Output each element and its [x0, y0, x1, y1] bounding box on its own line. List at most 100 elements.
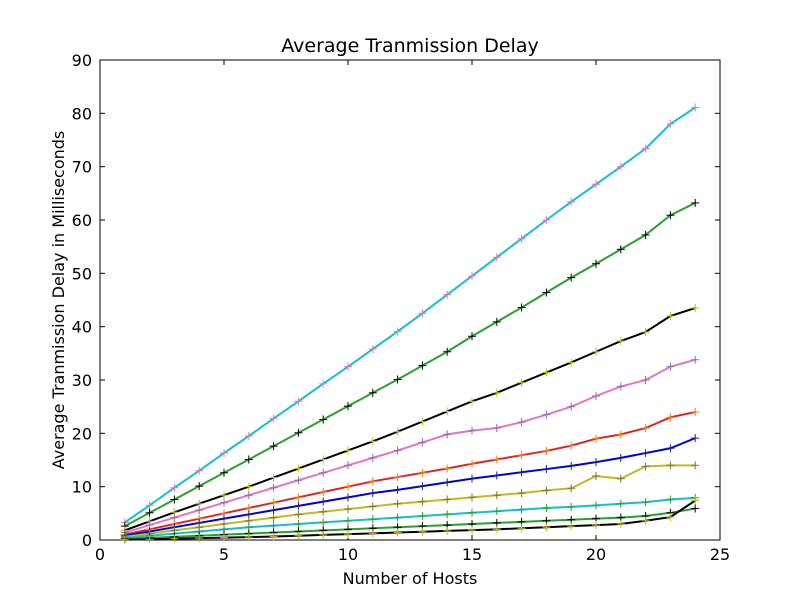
data-point [592, 392, 600, 400]
series-7 [120, 461, 700, 541]
x-tick-label: 10 [338, 545, 358, 564]
data-point [269, 513, 278, 522]
data-point [368, 515, 377, 524]
data-point [666, 513, 675, 522]
data-point [641, 462, 650, 471]
series-line [124, 202, 696, 528]
series-line [124, 496, 696, 539]
data-point [542, 446, 551, 455]
data-point [592, 180, 600, 189]
data-point [418, 438, 427, 447]
data-point [269, 483, 278, 492]
data-point [567, 502, 576, 511]
y-tick-label: 50 [72, 264, 92, 283]
data-point [641, 376, 650, 384]
data-point [616, 474, 625, 483]
data-point [344, 493, 352, 502]
data-point [120, 535, 129, 544]
y-axis: 0 10 20 30 40 50 60 70 80 90 [72, 51, 720, 550]
data-point [691, 496, 700, 505]
data-point [145, 508, 154, 517]
data-point [641, 230, 650, 239]
x-tick-label: 25 [710, 545, 730, 564]
data-point [244, 533, 253, 542]
plot-frame [99, 59, 721, 541]
data-point [344, 530, 352, 539]
series-line [124, 464, 696, 538]
data-point [418, 497, 427, 506]
data-point [666, 120, 675, 128]
data-point [666, 211, 675, 220]
data-point [418, 527, 427, 536]
data-point [592, 347, 600, 356]
data-point [220, 449, 228, 458]
chart-title: Average Tranmission Delay [281, 35, 538, 57]
data-point [641, 516, 650, 525]
x-tick-label: 20 [586, 545, 606, 564]
data-point [269, 506, 278, 515]
data-point [269, 498, 278, 507]
data-point [616, 337, 625, 346]
data-point [567, 484, 576, 493]
data-point [468, 272, 476, 280]
data-point [344, 516, 352, 525]
data-point [592, 501, 600, 510]
data-point [616, 382, 625, 391]
data-point [418, 309, 427, 318]
data-point [170, 483, 179, 492]
data-point [170, 495, 179, 504]
data-point [319, 455, 328, 464]
data-point [468, 426, 476, 435]
data-point [244, 482, 253, 491]
y-tick-label: 20 [72, 424, 92, 443]
data-point [418, 417, 427, 426]
data-point [517, 378, 526, 387]
data-point [567, 522, 576, 531]
series-2 [120, 198, 700, 531]
series-line [124, 411, 696, 536]
y-tick-label: 70 [72, 158, 92, 177]
data-point [616, 453, 625, 462]
data-point [195, 506, 204, 515]
data-point [294, 428, 303, 437]
y-tick-label: 90 [72, 51, 92, 70]
data-point [368, 529, 377, 538]
series-6 [120, 434, 700, 540]
data-point [443, 478, 452, 487]
data-point [567, 461, 576, 470]
data-point [641, 328, 650, 336]
data-point [641, 424, 650, 432]
data-point [542, 216, 551, 224]
data-point [691, 408, 700, 416]
y-tick-label: 0 [82, 531, 92, 550]
data-point [393, 473, 402, 482]
data-point [294, 493, 303, 502]
data-point [368, 477, 377, 486]
data-point [691, 103, 700, 112]
data-point [244, 455, 253, 464]
data-point [220, 491, 228, 500]
data-point [542, 523, 551, 532]
data-point [368, 453, 377, 462]
series-5 [120, 408, 700, 539]
data-point [592, 458, 600, 467]
data-point [616, 499, 625, 508]
data-point [641, 144, 650, 153]
data-point [468, 397, 476, 406]
series-line [124, 507, 696, 540]
data-point [592, 259, 600, 268]
data-point [517, 451, 526, 460]
data-point [691, 461, 700, 470]
data-point [319, 507, 328, 516]
data-point [517, 418, 526, 427]
data-point [468, 474, 476, 483]
data-point [244, 491, 253, 500]
data-point [443, 407, 452, 416]
data-point [616, 162, 625, 171]
data-point [368, 345, 377, 354]
data-point [666, 444, 675, 453]
data-point [319, 497, 328, 506]
data-point [616, 430, 625, 439]
data-point [393, 499, 402, 508]
x-tick-label: 5 [219, 545, 229, 564]
